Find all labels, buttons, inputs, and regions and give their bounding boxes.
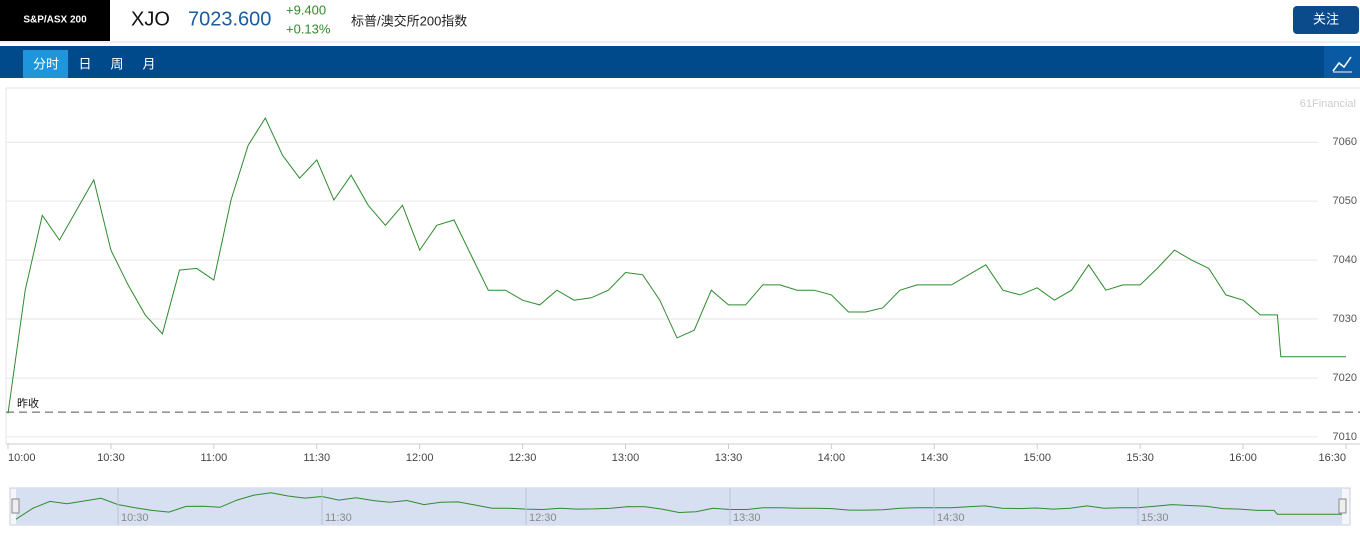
x-tick-label: 15:30 <box>1126 452 1154 464</box>
price: 7023.600 <box>188 8 271 30</box>
navigator-label: 13:30 <box>733 512 761 524</box>
y-tick-label: 7040 <box>1333 254 1357 266</box>
navigator-line <box>15 492 1342 520</box>
y-tick-label: 7030 <box>1333 313 1357 325</box>
navigator-label: 11:30 <box>325 512 352 524</box>
tab[interactable]: 月 <box>142 56 155 71</box>
x-tick-label: 13:00 <box>612 452 640 464</box>
x-tick-label: 11:30 <box>303 452 330 464</box>
index-name: 标普/澳交所200指数 <box>351 13 467 28</box>
x-tick-label: 13:30 <box>715 452 743 464</box>
prev-close-label: 昨收 <box>17 396 39 410</box>
x-tick-label: 10:00 <box>8 452 36 464</box>
price-line <box>7 117 1346 414</box>
symbol: XJO <box>131 8 170 30</box>
navigator-handle[interactable] <box>11 498 20 514</box>
tab[interactable]: 周 <box>110 56 123 71</box>
tab-active-bg <box>23 50 68 78</box>
x-tick-label: 14:30 <box>921 452 949 464</box>
follow-button[interactable] <box>1293 6 1359 34</box>
chart-icon[interactable] <box>1332 56 1352 72</box>
x-tick-label: 14:00 <box>818 452 846 464</box>
chart-icon-bg[interactable] <box>1324 46 1360 78</box>
navigator-label: 12:30 <box>529 512 557 524</box>
x-tick-label: 11:00 <box>200 452 227 464</box>
x-tick-label: 12:00 <box>406 452 434 464</box>
watermark: 61Financial <box>1300 98 1356 110</box>
change: +9.400 <box>286 2 326 17</box>
badge-bg <box>0 0 110 41</box>
y-tick-label: 7050 <box>1333 195 1357 207</box>
x-tick-label: 16:00 <box>1229 452 1257 464</box>
x-tick-label: 15:00 <box>1023 452 1051 464</box>
tab[interactable]: 分时 <box>33 56 59 71</box>
x-tick-label: 12:30 <box>509 452 537 464</box>
navigator-handle[interactable] <box>1338 498 1347 514</box>
tab-bar <box>0 46 1360 78</box>
y-tick-label: 7020 <box>1333 372 1357 384</box>
follow-label[interactable]: 关注 <box>1313 11 1339 26</box>
y-tick-label: 7010 <box>1333 431 1357 443</box>
header-bg <box>0 0 1360 42</box>
tab[interactable]: 日 <box>78 56 91 71</box>
navigator-label: 10:30 <box>121 512 149 524</box>
y-tick-label: 7060 <box>1333 136 1357 148</box>
navigator-selection <box>16 488 1342 525</box>
change-pct: +0.13% <box>286 21 331 36</box>
x-tick-label: 16:30 <box>1318 452 1346 464</box>
x-tick-label: 10:30 <box>97 452 125 464</box>
navigator-label: 14:30 <box>937 512 965 524</box>
badge: S&P/ASX 200 <box>23 15 87 26</box>
navigator-label: 15:30 <box>1141 512 1169 524</box>
